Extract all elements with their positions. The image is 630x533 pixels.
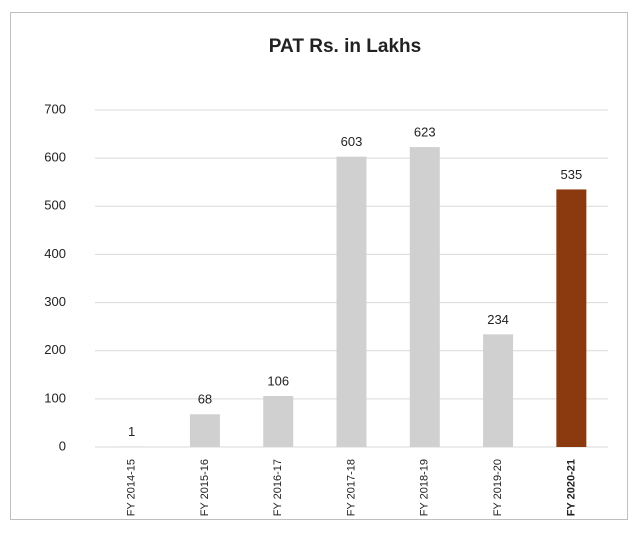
data-label: 234 [487, 312, 509, 327]
y-tick-label: 300 [44, 294, 66, 309]
bar [556, 189, 587, 447]
x-tick-label: FY 2015-16 [199, 459, 211, 516]
data-label: 603 [341, 134, 363, 149]
y-tick-label: 100 [44, 390, 66, 405]
y-tick-label: 200 [44, 342, 66, 357]
bar [483, 334, 514, 447]
bar [409, 147, 440, 447]
x-tick-label: FY 2019-20 [492, 459, 504, 516]
data-label: 535 [561, 167, 583, 182]
x-tick-label: FY 2014-15 [126, 459, 138, 516]
x-tick-label: FY 2020-21 [565, 459, 577, 516]
data-label: 106 [267, 373, 289, 388]
y-tick-label: 500 [44, 198, 66, 213]
bar [189, 414, 220, 447]
chart-frame [10, 12, 628, 520]
y-tick-label: 600 [44, 150, 66, 165]
data-label: 1 [128, 424, 135, 439]
data-label: 68 [198, 392, 212, 407]
y-tick-label: 700 [44, 101, 66, 116]
x-tick-label: FY 2017-18 [345, 459, 357, 516]
bar [336, 156, 367, 447]
chart-title: PAT Rs. in Lakhs [269, 36, 421, 57]
x-tick-label: FY 2018-19 [419, 459, 431, 516]
y-tick-label: 0 [59, 438, 66, 453]
y-tick-label: 400 [44, 246, 66, 261]
data-label: 623 [414, 125, 436, 140]
bar [263, 395, 294, 447]
x-tick-label: FY 2016-17 [272, 459, 284, 516]
